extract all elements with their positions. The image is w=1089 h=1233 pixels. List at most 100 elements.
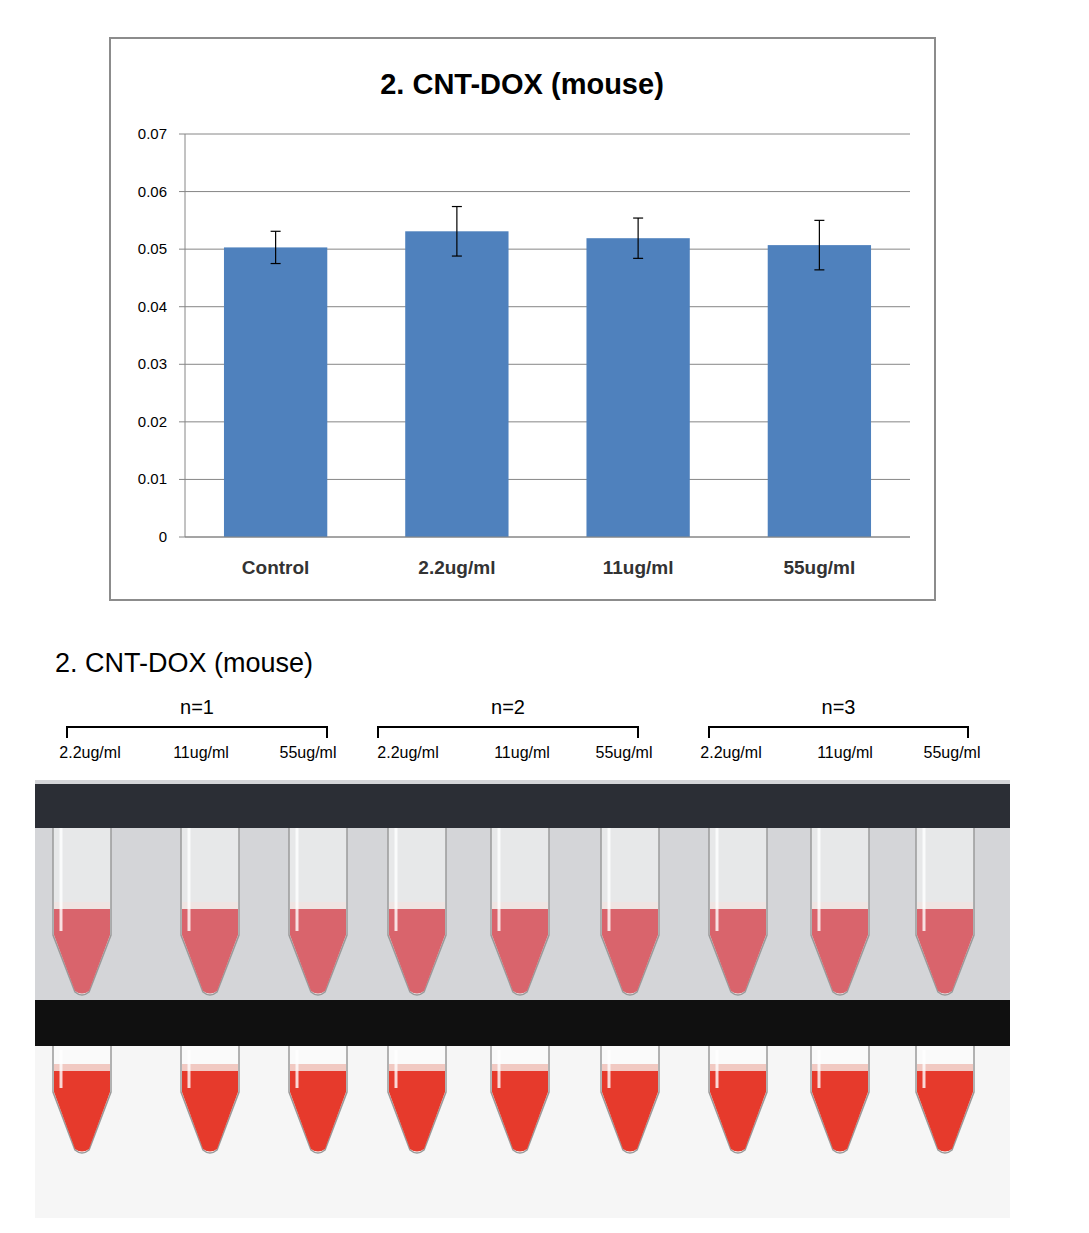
- tick-mark: [179, 479, 185, 480]
- tube-rack: [366, 1000, 678, 1046]
- error-cap: [271, 231, 281, 232]
- group-bracket: [378, 727, 638, 738]
- group-bracket: [709, 727, 968, 738]
- concentration-label: 11ug/ml: [494, 744, 550, 761]
- error-line: [638, 218, 639, 258]
- grid: [179, 134, 910, 537]
- tube-highlight: [60, 828, 63, 931]
- tick-mark: [179, 306, 185, 307]
- tube: [388, 818, 446, 995]
- error-bar: [271, 231, 281, 263]
- error-line: [456, 207, 457, 257]
- y-axis-line: [185, 134, 186, 537]
- error-cap: [814, 269, 824, 270]
- photo-background: [35, 780, 366, 1000]
- tick-mark: [179, 249, 185, 250]
- group-label: n=1: [180, 696, 214, 718]
- concentration-label: 55ug/ml: [280, 744, 337, 761]
- tube-highlight: [498, 828, 501, 931]
- tube: [811, 818, 869, 995]
- photo-pair: [366, 780, 678, 1218]
- y-tick-label: 0.06: [138, 183, 167, 200]
- tube: [388, 1040, 446, 1153]
- group-label: n=2: [491, 696, 525, 718]
- concentration-label: 2.2ug/ml: [377, 744, 438, 761]
- tick-mark: [179, 364, 185, 365]
- tube: [491, 818, 549, 995]
- error-cap: [271, 263, 281, 264]
- tube: [181, 818, 239, 995]
- tube-highlight: [818, 1050, 821, 1088]
- tube-highlight: [608, 1050, 611, 1088]
- group-bracket: [67, 727, 327, 738]
- tube: [601, 818, 659, 995]
- bar: [768, 245, 871, 537]
- tube-highlight: [498, 1050, 501, 1088]
- tube-highlight: [188, 1050, 191, 1088]
- bars: [224, 207, 871, 537]
- tube: [601, 1040, 659, 1153]
- error-bar: [452, 207, 462, 257]
- concentration-label: 2.2ug/ml: [700, 744, 761, 761]
- tube: [289, 818, 347, 995]
- tube-highlight: [60, 1050, 63, 1088]
- y-tick-label: 0.04: [138, 298, 167, 315]
- concentration-label: 55ug/ml: [924, 744, 981, 761]
- x-tick-label: 11ug/ml: [603, 557, 674, 578]
- tube: [811, 1040, 869, 1153]
- tube-rack: [35, 784, 366, 828]
- error-line: [819, 220, 820, 270]
- bar: [586, 238, 689, 537]
- tube: [289, 1040, 347, 1153]
- grid-line: [185, 134, 910, 135]
- error-line: [275, 231, 276, 263]
- tube-highlight: [716, 1050, 719, 1088]
- chart-frame: [110, 38, 935, 600]
- y-tick-label: 0.07: [138, 125, 167, 142]
- error-cap: [452, 255, 462, 256]
- chart-title: 2. CNT-DOX (mouse): [380, 68, 664, 100]
- tube-highlight: [395, 828, 398, 931]
- tube-rack: [678, 1000, 1010, 1046]
- photo-pair: [35, 780, 366, 1218]
- photo-background: [35, 1000, 366, 1218]
- bar: [405, 231, 508, 537]
- photo-background: [366, 1000, 678, 1218]
- tube-highlight: [395, 1050, 398, 1088]
- group-label: n=3: [822, 696, 856, 718]
- tube: [709, 1040, 767, 1153]
- concentration-label: 55ug/ml: [596, 744, 653, 761]
- tick-mark: [179, 191, 185, 192]
- tube-rack: [35, 1000, 366, 1046]
- concentration-label: 2.2ug/ml: [59, 744, 120, 761]
- photo-background: [678, 1000, 1010, 1218]
- tube: [181, 1040, 239, 1153]
- tube: [709, 818, 767, 995]
- x-tick-label: 55ug/ml: [783, 557, 855, 578]
- tube-highlight: [296, 828, 299, 931]
- tube-highlight: [188, 828, 191, 931]
- photo-background: [678, 780, 1010, 1000]
- tick-mark: [179, 421, 185, 422]
- x-tick-label: 2.2ug/ml: [418, 557, 495, 578]
- concentration-label: 11ug/ml: [173, 744, 229, 761]
- tube: [916, 1040, 974, 1153]
- error-cap: [633, 258, 643, 259]
- photo-title: 2. CNT-DOX (mouse): [55, 648, 313, 678]
- y-tick-label: 0.05: [138, 240, 167, 257]
- tube-highlight: [608, 828, 611, 931]
- grid-line: [185, 537, 910, 538]
- error-cap: [633, 217, 643, 218]
- tube: [53, 818, 111, 995]
- photo-pair: [678, 780, 1010, 1218]
- error-bar: [633, 218, 643, 258]
- y-tick-label: 0.01: [138, 470, 167, 487]
- tick-mark: [179, 134, 185, 135]
- y-tick-label: 0.02: [138, 413, 167, 430]
- error-bar: [814, 220, 824, 270]
- tube-rack: [678, 784, 1010, 828]
- grid-line: [185, 191, 910, 192]
- tube: [916, 818, 974, 995]
- y-tick-label: 0: [159, 528, 167, 545]
- tube-highlight: [923, 828, 926, 931]
